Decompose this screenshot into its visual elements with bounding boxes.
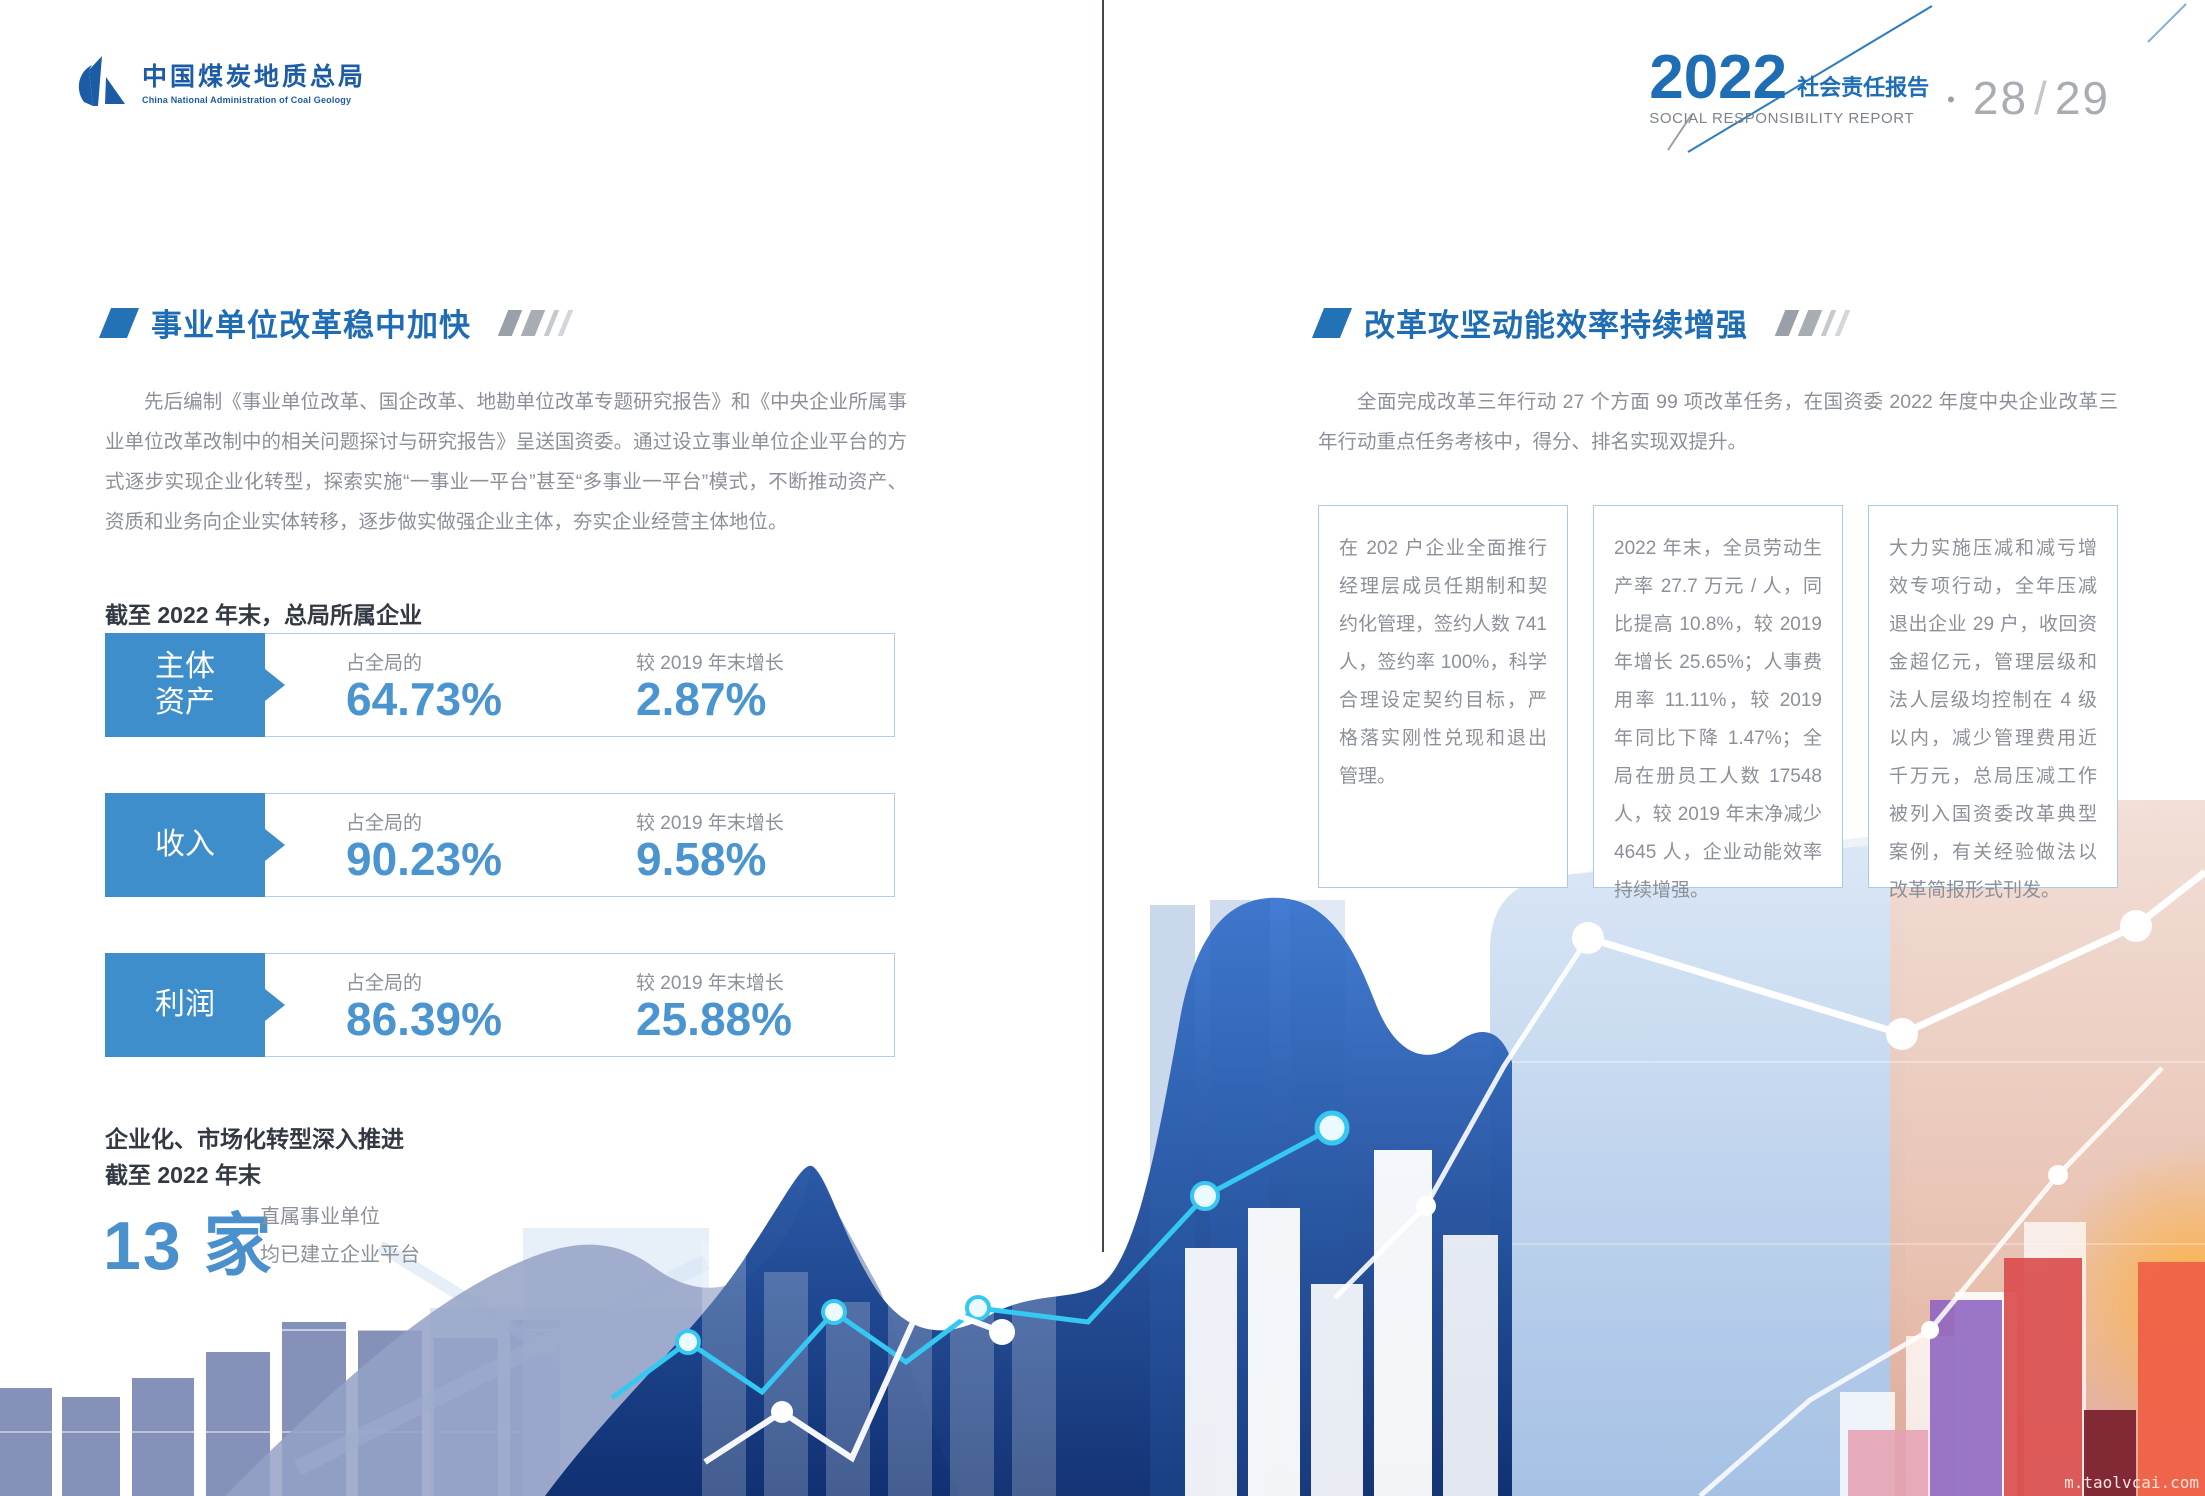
right-intro-paragraph: 全面完成改革三年行动 27 个方面 99 项改革任务，在国资委 2022 年度中… xyxy=(1318,391,2118,453)
info-box-text: 大力实施压减和减亏增效专项行动，全年压减退出企业 29 户，收回资金超亿元，管理… xyxy=(1889,538,2097,901)
title-slashes-icon xyxy=(1774,309,1851,336)
right-section-title-text: 改革攻坚动能效率持续增强 xyxy=(1364,308,1748,343)
big-count-note1: 直属事业单位 xyxy=(260,1206,380,1228)
page-bullet: • xyxy=(1947,87,1955,112)
info-box-contract: 在 202 户企业全面推行经理层成员任期制和契约化管理，签约人数 741 人，签… xyxy=(1318,505,1568,888)
info-box-text: 2022 年末，全员劳动生产率 27.7 万元 / 人，同比提高 10.8%，较… xyxy=(1614,538,1822,901)
stat-card-assets: 主体 资产 占全局的 64.73% 较 2019 年末增长 2.87% xyxy=(105,633,895,737)
org-logo: 中国煤炭地质总局 China National Administration o… xyxy=(72,52,366,110)
stat-growth-title: 较 2019 年末增长 xyxy=(636,813,784,834)
stat-card-profit: 利润 占全局的 86.39% 较 2019 年末增长 25.88% xyxy=(105,953,895,1057)
stat-share-title: 占全局的 xyxy=(346,653,423,674)
stat-card-revenue: 收入 占全局的 90.23% 较 2019 年末增长 9.58% xyxy=(105,793,895,897)
photo-stripes xyxy=(1150,900,1345,1496)
right-section-title: 改革攻坚动能效率持续增强 xyxy=(1311,300,1851,345)
right-photo-panel xyxy=(1490,800,2205,1496)
report-title-en: SOCIAL RESPONSIBILITY REPORT xyxy=(1649,110,1915,127)
stat-growth-title: 较 2019 年末增长 xyxy=(636,973,784,994)
stat-share-title: 占全局的 xyxy=(346,813,423,834)
stat-growth-value: 25.88% xyxy=(636,993,793,1045)
slate-bars xyxy=(0,1320,560,1496)
page-separator: / xyxy=(2034,72,2049,124)
stat-growth-value: 2.87% xyxy=(636,673,767,725)
title-marker-icon xyxy=(98,307,140,338)
cyan-line-chart xyxy=(610,1110,1350,1401)
stat-growth-title: 较 2019 年末增长 xyxy=(636,653,784,674)
title-slashes-icon xyxy=(497,309,574,336)
stat-label: 利润 xyxy=(105,953,265,1057)
big-count-note2: 均已建立企业平台 xyxy=(260,1244,420,1266)
left-section-title-text: 事业单位改革稳中加快 xyxy=(151,308,471,343)
transform-line2: 截至 2022 年末 xyxy=(105,1162,261,1188)
stats-caption: 截至 2022 年末，总局所属企业 xyxy=(105,602,422,628)
stat-label: 主体 资产 xyxy=(105,633,265,737)
left-section-title: 事业单位改革稳中加快 xyxy=(98,300,574,345)
report-header: 2022 社会责任报告 SOCIAL RESPONSIBILITY REPORT… xyxy=(1649,43,2110,128)
label-arrow-icon xyxy=(265,829,285,861)
report-year: 2022 xyxy=(1649,43,1788,112)
corner-color-bars xyxy=(1848,1258,2205,1496)
label-arrow-icon xyxy=(265,989,285,1021)
info-box-productivity: 2022 年末，全员劳动生产率 27.7 万元 / 人，同比提高 10.8%，较… xyxy=(1593,505,1843,901)
info-box-text: 在 202 户企业全面推行经理层成员任期制和契约化管理，签约人数 741 人，签… xyxy=(1339,538,1547,787)
stat-label: 收入 xyxy=(105,793,265,897)
stat-share-title: 占全局的 xyxy=(346,973,423,994)
white-bars xyxy=(1185,1150,2086,1496)
white-line-chart-right xyxy=(1333,869,2205,1496)
white-line-chart-left xyxy=(703,1290,1015,1465)
page-numbers: 28/29 xyxy=(1973,71,2110,127)
page-total: 29 xyxy=(2054,72,2110,124)
title-marker-icon xyxy=(1311,307,1353,338)
stat-share-value: 64.73% xyxy=(346,673,503,725)
left-intro-paragraph: 先后编制《事业单位改革、国企改革、地勘单位改革专题研究报告》和《中央企业所属事业… xyxy=(105,391,907,533)
info-box-reduction: 大力实施压减和减亏增效专项行动，全年压减退出企业 29 户，收回资金超亿元，管理… xyxy=(1868,505,2118,901)
logo-name-cn: 中国煤炭地质总局 xyxy=(142,63,367,91)
logo-name-en: China National Administration of Coal Ge… xyxy=(142,95,352,105)
transform-line1: 企业化、市场化转型深入推进 xyxy=(105,1126,404,1152)
page-current: 28 xyxy=(1972,72,2029,124)
stat-share-value: 90.23% xyxy=(346,833,503,885)
stat-growth-value: 9.58% xyxy=(636,833,767,885)
logo-icon xyxy=(78,56,125,106)
label-arrow-icon xyxy=(265,669,285,701)
fabric-light-bars xyxy=(702,1232,1056,1496)
page-spine-divider xyxy=(1102,0,1104,1252)
report-title-cn: 社会责任报告 xyxy=(1797,75,1930,100)
stat-share-value: 86.39% xyxy=(346,993,503,1045)
site-watermark: m.taolvcai.com xyxy=(2064,1473,2199,1492)
big-count: 13 家 xyxy=(103,1208,274,1284)
